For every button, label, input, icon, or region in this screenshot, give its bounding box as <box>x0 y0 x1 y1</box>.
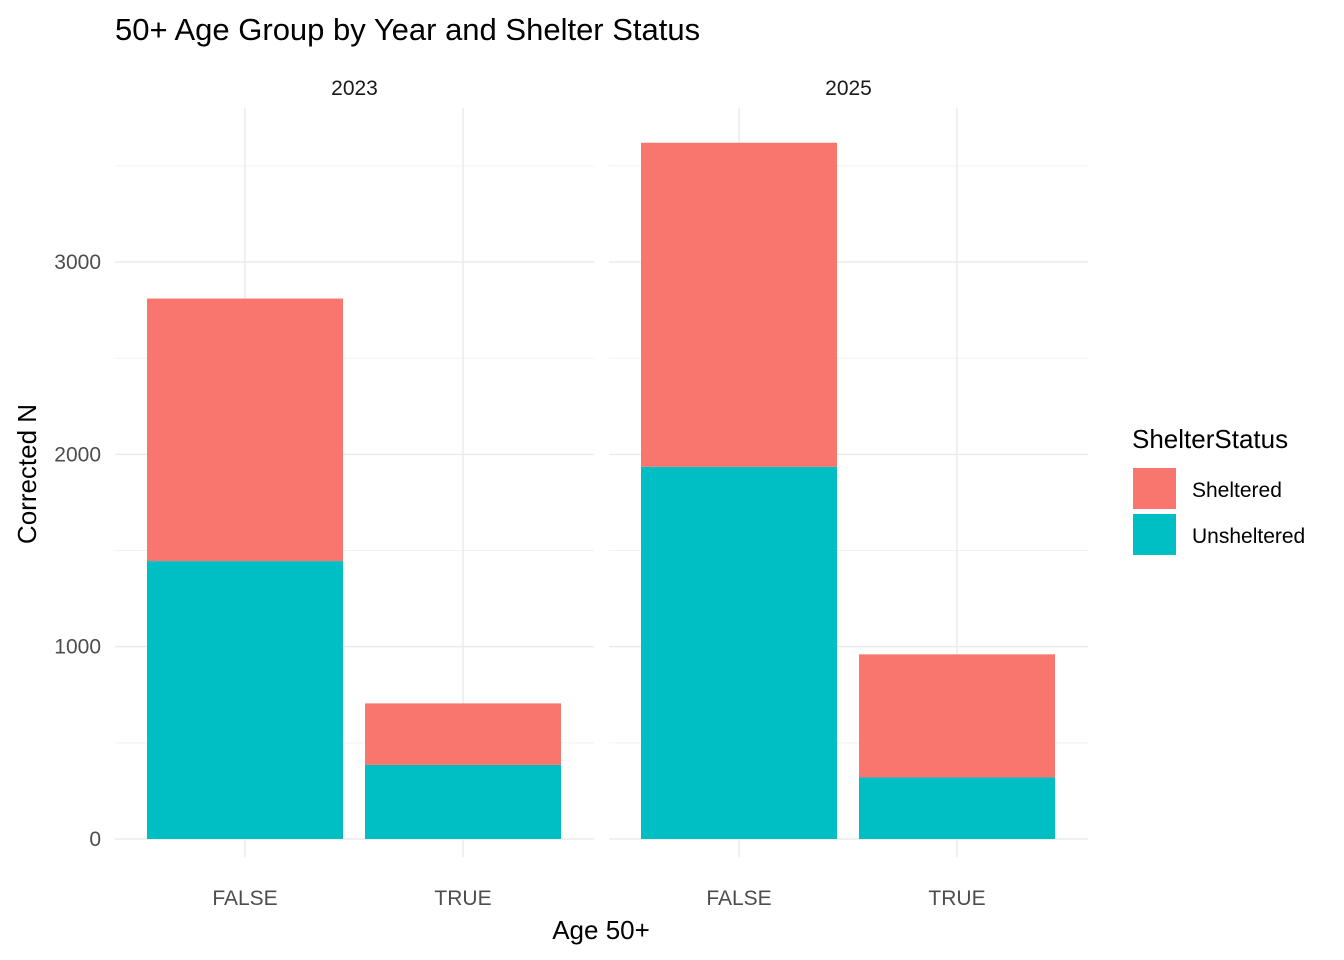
y-tick-label: 2000 <box>54 443 101 466</box>
bar-sheltered-2023-false <box>147 298 343 562</box>
facet-strip-label: 2023 <box>331 77 378 100</box>
facet-panel-2023: 2023 FALSE TRUE <box>115 77 594 910</box>
x-tick-label: FALSE <box>212 887 277 910</box>
bar-sheltered-2023-true <box>365 703 561 765</box>
legend-label-unsheltered: Unsheltered <box>1192 525 1305 548</box>
y-axis-title: Corrected N <box>12 404 42 544</box>
legend-label-sheltered: Sheltered <box>1192 479 1282 502</box>
facet-strip-label: 2025 <box>825 77 872 100</box>
y-tick-label: 3000 <box>54 251 101 274</box>
legend-swatch-unsheltered <box>1133 514 1176 555</box>
facet-panels: 2023 FALSE TRUE 2025 FALSE TRUE 0 1000 2000 3000 <box>54 77 1088 910</box>
legend-swatch-sheltered <box>1133 468 1176 509</box>
y-tick-label: 0 <box>89 828 101 851</box>
bar-unsheltered-2023-false <box>147 561 343 839</box>
bar-unsheltered-2023-true <box>365 764 561 839</box>
legend-title: ShelterStatus <box>1132 424 1288 454</box>
bar-unsheltered-2025-false <box>641 466 837 839</box>
bar-sheltered-2025-true <box>859 654 1055 778</box>
x-tick-label: FALSE <box>706 887 771 910</box>
y-tick-label: 1000 <box>54 636 101 659</box>
facet-panel-2025: 2025 FALSE TRUE <box>609 77 1088 910</box>
x-axis-title: Age 50+ <box>552 915 650 945</box>
legend: ShelterStatus Sheltered Unsheltered <box>1132 424 1305 555</box>
x-tick-label: TRUE <box>928 887 985 910</box>
bar-sheltered-2025-false <box>641 142 837 467</box>
bar-unsheltered-2025-true <box>859 777 1055 839</box>
chart-title: 50+ Age Group by Year and Shelter Status <box>115 12 700 47</box>
x-tick-label: TRUE <box>434 887 491 910</box>
